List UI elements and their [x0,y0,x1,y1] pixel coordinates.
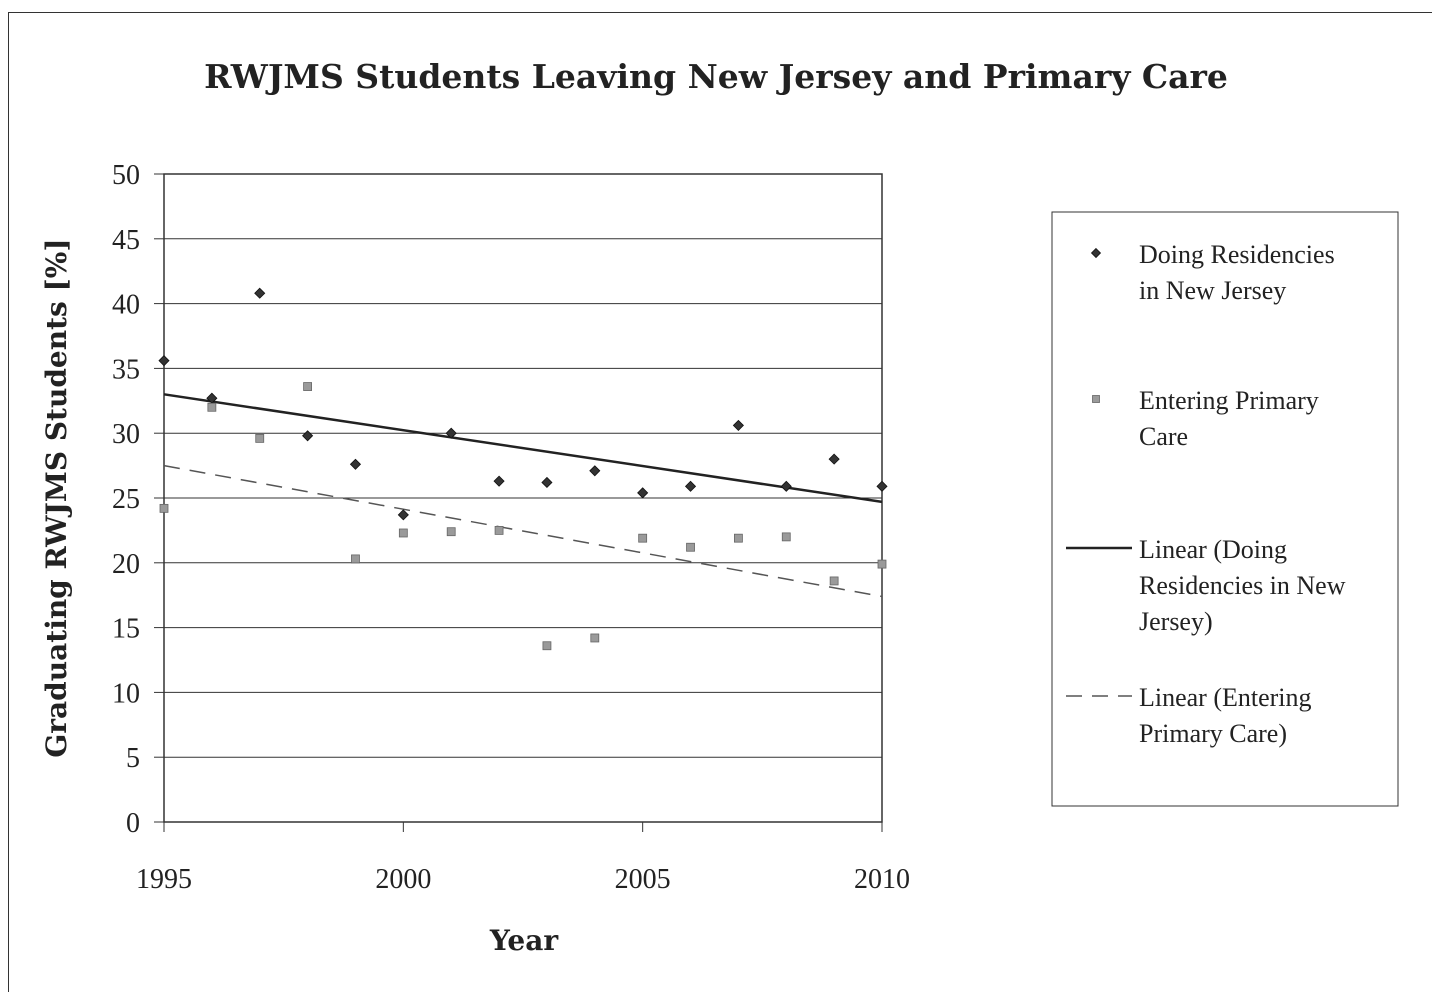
x-tick-label: 2005 [615,864,671,895]
y-tick-labels: 0 5 10 15 20 25 30 35 40 45 50 [112,160,140,839]
legend-label: Jersey) [1139,607,1213,636]
point-residencies [781,481,791,491]
point-residencies [542,477,552,487]
y-tick-label: 30 [112,419,140,450]
y-tick-label: 10 [112,678,140,709]
y-tick-label: 50 [112,160,140,191]
point-primary-care [543,642,551,650]
y-tick-label: 35 [112,354,140,385]
x-tick-label: 1995 [136,864,192,895]
point-residencies [255,288,265,298]
point-residencies [590,466,600,476]
point-residencies [733,420,743,430]
point-residencies [303,431,313,441]
legend-label: Linear (Doing [1139,535,1287,564]
point-primary-care [447,528,455,536]
data-markers [159,288,887,650]
y-axis-title: Graduating RWJMS Students [%] [40,238,73,757]
y-tick-label: 25 [112,484,140,515]
y-tick-label: 0 [126,808,140,839]
legend-label: Primary Care) [1139,719,1287,748]
point-primary-care [208,403,216,411]
y-tick-label: 40 [112,290,140,321]
point-primary-care [782,533,790,541]
point-residencies [638,488,648,498]
legend-label: Residencies in New [1139,571,1346,600]
plot-area: 0 5 10 15 20 25 30 35 40 45 50 1995 2000 2005 2010 [112,160,910,895]
point-residencies [398,510,408,520]
y-tick-label: 5 [126,743,140,774]
legend-label: Entering Primary [1139,386,1319,415]
point-primary-care [639,534,647,542]
point-residencies [350,459,360,469]
legend-symbol-primary-care [1093,396,1100,403]
point-primary-care [591,634,599,642]
y-tick-label: 45 [112,225,140,256]
point-primary-care [687,543,695,551]
point-residencies [877,481,887,491]
legend-label: Linear (Entering [1139,683,1312,712]
y-tick-label: 20 [112,549,140,580]
point-primary-care [351,555,359,563]
point-residencies [829,454,839,464]
point-residencies [494,476,504,486]
point-primary-care [160,504,168,512]
point-primary-care [399,529,407,537]
x-tick-label: 2000 [375,864,431,895]
legend: Doing Residencies in New Jersey Entering P… [1052,212,1398,806]
x-tick-label: 2010 [854,864,910,895]
point-primary-care [830,577,838,585]
chart-title: RWJMS Students Leaving New Jersey and Pr… [204,57,1228,96]
point-primary-care [256,434,264,442]
point-residencies [686,481,696,491]
point-primary-care [734,534,742,542]
y-tick-label: 15 [112,614,140,645]
gridlines [154,174,882,832]
legend-label: Doing Residencies [1139,240,1335,269]
legend-label: Care [1139,422,1188,451]
point-primary-care [878,560,886,568]
point-residencies [159,356,169,366]
point-primary-care [304,383,312,391]
point-primary-care [495,526,503,534]
x-tick-labels: 1995 2000 2005 2010 [136,864,910,895]
x-axis-title: Year [489,924,560,957]
legend-label: in New Jersey [1139,276,1286,305]
trendlines [164,394,882,596]
